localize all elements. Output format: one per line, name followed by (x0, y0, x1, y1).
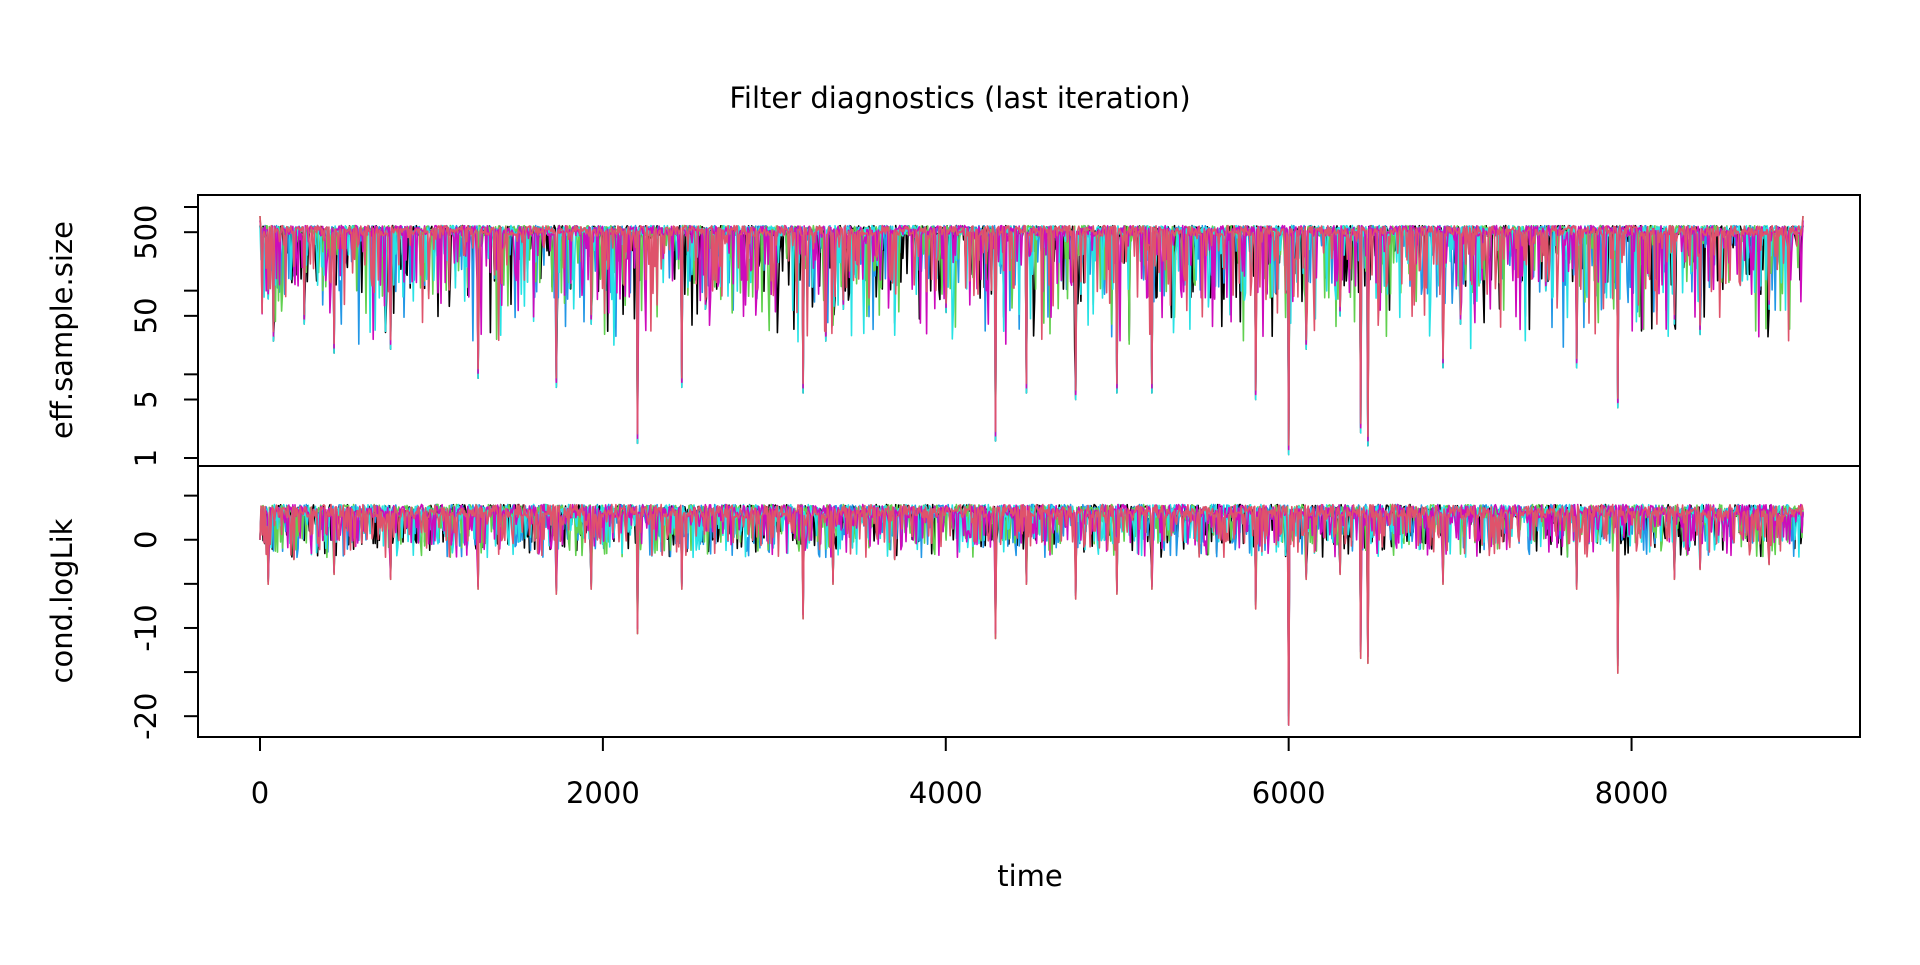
x-tick-label: 2000 (566, 776, 640, 810)
top-y-tick-label: 50 (129, 297, 163, 334)
top-y-tick-label: 5 (129, 390, 163, 408)
x-tick-label: 8000 (1595, 776, 1669, 810)
top-y-tick-label: 500 (129, 205, 163, 260)
top-panel-series (259, 215, 1804, 456)
bottom-series-line (259, 503, 1804, 726)
bottom-y-ticks: -20 -10 0 (129, 494, 198, 740)
bottom-y-tick-label: 0 (129, 531, 163, 549)
top-y-axis-label: eff.sample.size (45, 221, 79, 439)
bottom-y-axis-label: cond.logLik (45, 518, 79, 683)
bottom-y-tick-label: -20 (129, 692, 163, 739)
x-tick-label: 6000 (1252, 776, 1326, 810)
top-series-line (259, 215, 1804, 446)
bottom-panel-series (259, 503, 1804, 726)
x-tick-label: 4000 (909, 776, 983, 810)
bottom-y-tick-label: -10 (129, 604, 163, 651)
bottom-panel-frame (197, 465, 1861, 738)
top-y-tick-label: 1 (129, 449, 163, 467)
x-axis-ticks: 0 2000 4000 6000 8000 (251, 737, 1669, 810)
x-axis-label: time (997, 859, 1063, 893)
chart-title: Filter diagnostics (last iteration) (729, 81, 1190, 115)
x-tick-label: 0 (251, 776, 269, 810)
top-y-ticks: 1 5 50 500 (129, 205, 198, 467)
